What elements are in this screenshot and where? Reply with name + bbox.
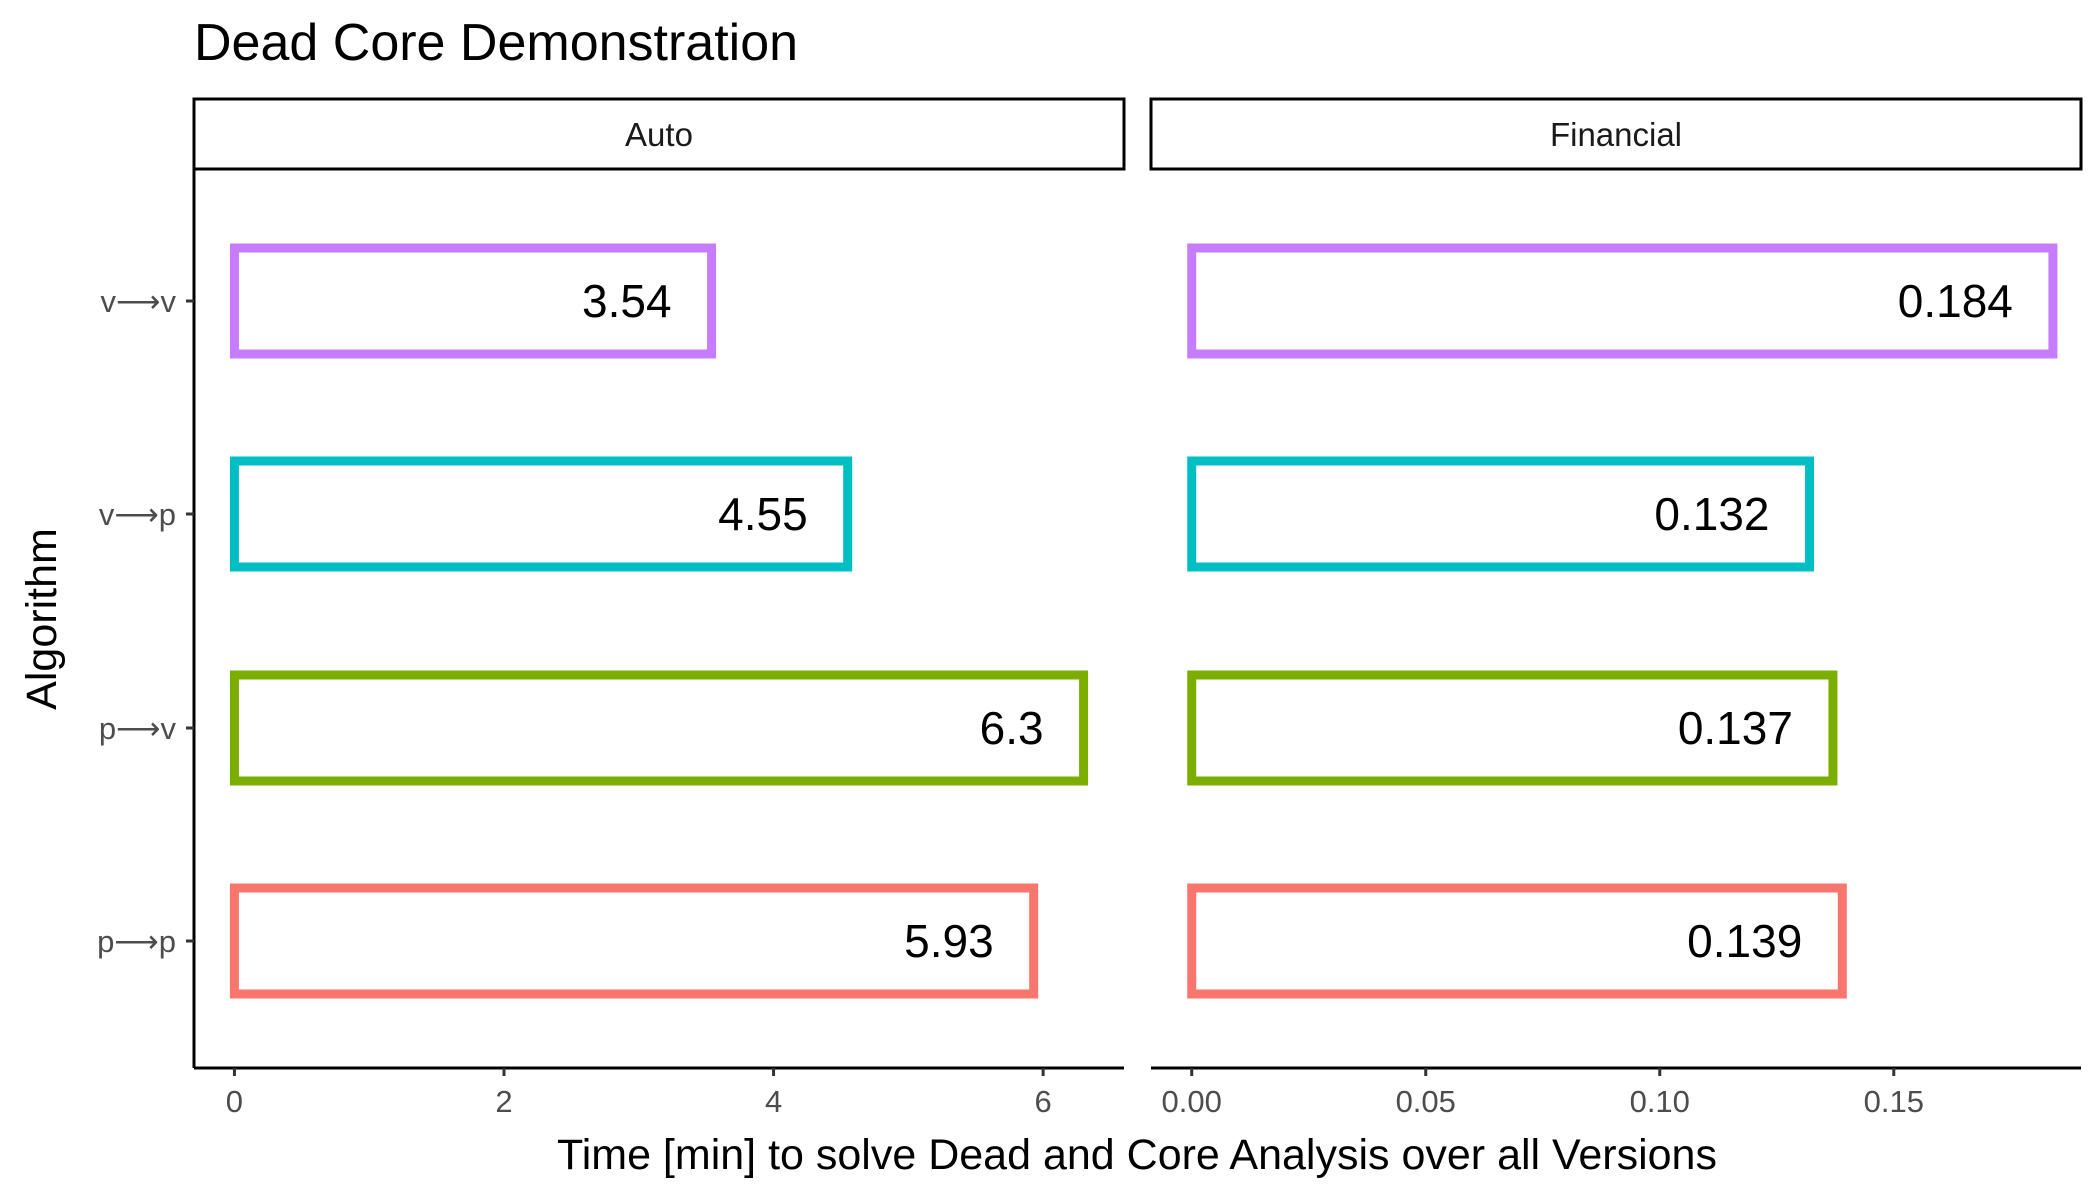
bar: [1187, 670, 1838, 786]
strip-auto: [192, 97, 1126, 171]
panel-financial: Financial 0.184 0.132 0.137 0.139: [1149, 97, 2083, 999]
strip-label-auto: Auto: [625, 116, 693, 153]
bar: [1187, 883, 1847, 999]
bar: [229, 456, 853, 572]
x-tick-label: 0.15: [1864, 1084, 1924, 1119]
data-label: 4.55: [718, 488, 808, 540]
bar: [229, 243, 717, 359]
strip-financial: [1149, 97, 2083, 171]
y-tick-label: p⟶v: [99, 711, 177, 746]
x-tick-label: 6: [1035, 1084, 1052, 1119]
bar: [1187, 456, 1815, 572]
data-label: 0.184: [1898, 275, 2013, 327]
strip-label-financial: Financial: [1550, 116, 1682, 153]
x-tick-label: 0: [226, 1084, 243, 1119]
data-label: 0.139: [1687, 915, 1802, 967]
y-tick-label: p⟶p: [97, 924, 176, 959]
x-tick-label: 0.00: [1162, 1084, 1222, 1119]
panel-auto: Auto 3.54 4.55 6.3 5.93: [192, 97, 1126, 999]
bar: [229, 670, 1089, 786]
data-label: 3.54: [582, 275, 672, 327]
x-axis-auto: 0 2 4 6: [194, 1066, 1124, 1119]
x-tick-label: 4: [765, 1084, 782, 1119]
data-label: 6.3: [980, 702, 1044, 754]
y-axis-title: Algorithm: [18, 528, 66, 710]
bar: [1187, 243, 2058, 359]
data-label: 0.132: [1654, 488, 1769, 540]
x-axis-title: Time [min] to solve Dead and Core Analys…: [557, 1131, 1717, 1179]
chart-title: Dead Core Demonstration: [194, 14, 798, 72]
y-tick-label: v⟶p: [99, 497, 176, 532]
x-tick-label: 2: [495, 1084, 512, 1119]
x-axis-financial: 0.00 0.05 0.10 0.15: [1151, 1066, 2081, 1119]
y-tick-label: v⟶v: [101, 284, 177, 319]
bar: [229, 883, 1039, 999]
x-tick-label: 0.10: [1630, 1084, 1690, 1119]
data-label: 0.137: [1678, 702, 1793, 754]
data-label: 5.93: [904, 915, 994, 967]
y-axis: Algorithm v⟶v v⟶p p⟶v p⟶p: [18, 170, 196, 1068]
x-tick-label: 0.05: [1396, 1084, 1456, 1119]
